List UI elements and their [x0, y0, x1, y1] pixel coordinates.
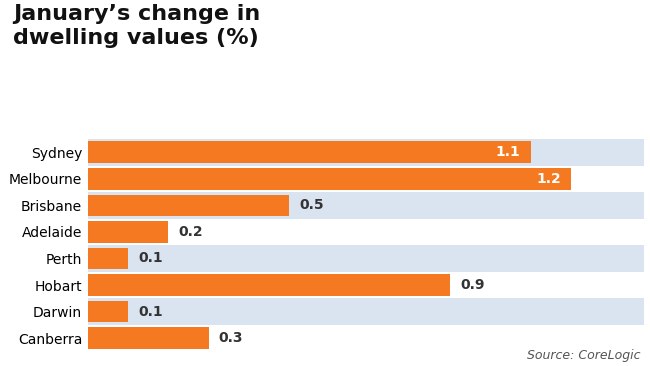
Text: Source: CoreLogic: Source: CoreLogic	[526, 349, 640, 362]
Bar	[88, 272, 644, 298]
Bar	[88, 245, 644, 272]
Bar	[88, 142, 531, 163]
Bar	[88, 195, 289, 216]
Bar	[88, 325, 644, 351]
Text: 0.2: 0.2	[178, 225, 203, 239]
Text: January’s change in
dwelling values (%): January’s change in dwelling values (%)	[13, 4, 260, 48]
Text: 0.3: 0.3	[218, 331, 243, 345]
Bar	[88, 274, 450, 296]
Text: 1.1: 1.1	[496, 145, 521, 159]
Bar	[88, 221, 168, 243]
Bar	[88, 248, 128, 269]
Bar	[88, 219, 644, 245]
Bar	[88, 327, 209, 349]
Text: 0.1: 0.1	[138, 305, 162, 318]
Bar	[88, 301, 128, 322]
Bar	[88, 139, 644, 166]
Bar	[88, 298, 644, 325]
Bar	[88, 192, 644, 219]
Text: 0.5: 0.5	[299, 198, 324, 212]
Text: 0.1: 0.1	[138, 251, 162, 265]
Text: 0.9: 0.9	[460, 278, 485, 292]
Text: 1.2: 1.2	[536, 172, 561, 186]
Bar	[88, 165, 644, 192]
Bar	[88, 168, 571, 190]
